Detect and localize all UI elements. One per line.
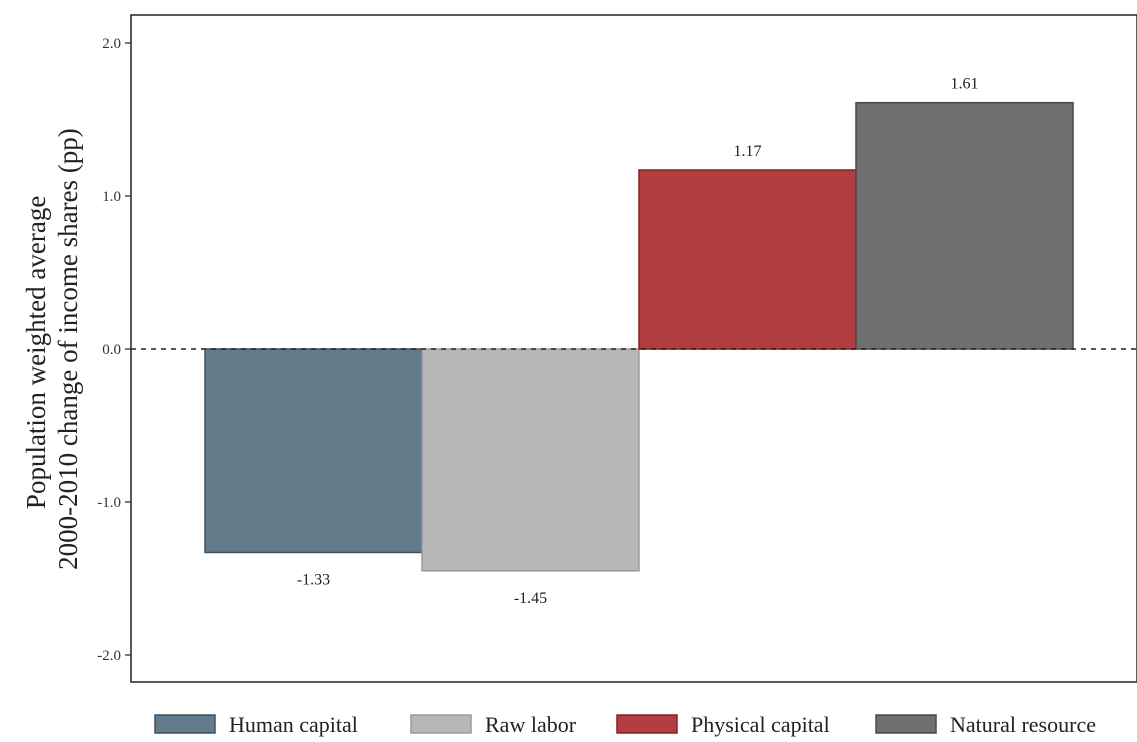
legend-label-raw-labor: Raw labor: [485, 712, 577, 737]
y-tick-label-2: 0.0: [102, 342, 121, 358]
data-label-human-capital: -1.33: [297, 571, 330, 588]
y-tick-label-0: 2.0: [102, 36, 121, 52]
y-axis: 2.0 1.0 0.0 -1.0 -2.0: [97, 36, 131, 664]
y-axis-label-line-1: Population weighted average: [21, 196, 51, 509]
legend-label-physical-capital: Physical capital: [691, 712, 830, 737]
legend-label-human-capital: Human capital: [229, 712, 358, 737]
bar-natural-resource: [855, 101, 1074, 350]
y-axis-label: Population weighted average 2000-2010 ch…: [21, 128, 83, 570]
legend-swatch-natural-resource: [875, 714, 937, 734]
data-label-raw-labor: -1.45: [514, 590, 547, 607]
data-label-natural-resource: 1.61: [951, 76, 979, 93]
bar-physical-capital: [638, 169, 857, 350]
y-tick-label-1: 1.0: [102, 189, 121, 205]
y-axis-label-line-2: 2000-2010 change of income shares (pp): [53, 128, 83, 570]
legend-swatch-raw-labor: [410, 714, 472, 734]
legend-swatch-physical-capital: [616, 714, 678, 734]
data-label-physical-capital: 1.17: [734, 143, 762, 160]
y-tick-label-3: -1.0: [97, 495, 121, 511]
legend-label-natural-resource: Natural resource: [950, 712, 1096, 737]
bars: [204, 101, 1074, 572]
y-tick-label-4: -2.0: [97, 648, 121, 664]
bar-raw-labor: [421, 348, 640, 572]
legend: Human capital Raw labor Physical capital Na…: [154, 712, 1096, 737]
data-labels: -1.33 -1.45 1.17 1.61: [297, 76, 979, 607]
legend-swatch-human-capital: [154, 714, 216, 734]
bar-human-capital: [204, 348, 423, 554]
